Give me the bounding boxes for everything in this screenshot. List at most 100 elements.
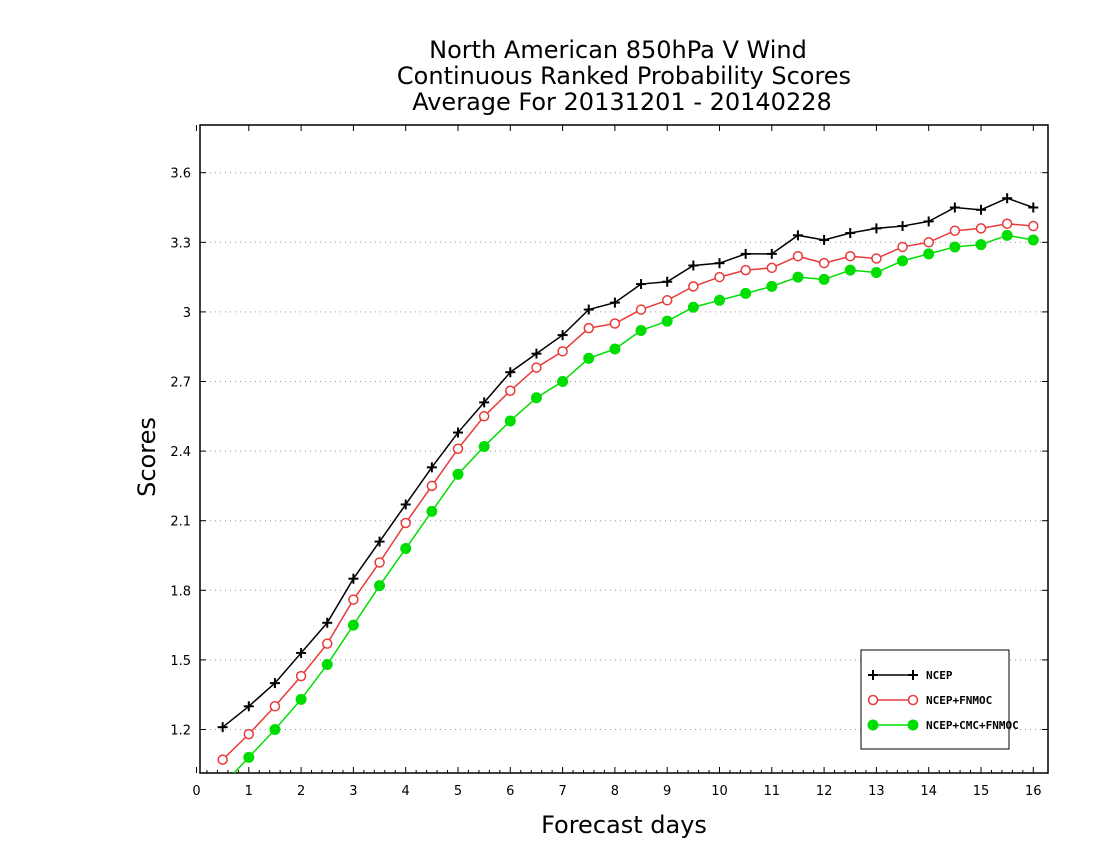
- data-point: [740, 287, 752, 299]
- data-point: [949, 225, 961, 236]
- y-tick-label: 3.6: [170, 167, 191, 182]
- x-tick-label: 3: [349, 784, 357, 799]
- y-axis-label: Scores: [133, 417, 161, 497]
- data-point: [1027, 234, 1039, 246]
- legend-item: NCEP+FNMOC: [867, 694, 992, 707]
- data-point: [1001, 229, 1013, 241]
- data-point: [949, 241, 961, 253]
- data-point: [844, 264, 856, 276]
- data-point: [661, 295, 673, 306]
- data-point: [504, 415, 516, 427]
- data-point: [374, 557, 385, 568]
- title-line-1: North American 850hPa V Wind: [429, 36, 807, 64]
- data-point: [295, 693, 307, 705]
- data-point: [478, 411, 490, 422]
- data-point: [609, 343, 621, 355]
- x-axis: 0 1 2 3 4 5 6 7 8 9 10 11 12 13 14 15 16: [192, 125, 1042, 799]
- x-tick-label: 5: [454, 784, 462, 799]
- x-tick-label: 12: [816, 784, 833, 799]
- data-point: [740, 264, 751, 276]
- data-point: [870, 266, 882, 278]
- data-point: [818, 273, 830, 285]
- series-ncep-cmc-fnmoc: [218, 229, 1039, 790]
- data-point: [531, 362, 542, 373]
- data-point: [452, 443, 464, 455]
- x-tick-label: 8: [611, 784, 619, 799]
- data-point: [818, 257, 830, 269]
- data-point: [688, 281, 699, 292]
- title-line-2: Continuous Ranked Probability Scores: [397, 62, 851, 90]
- y-tick-label: 1.2: [170, 724, 191, 739]
- x-tick-label: 9: [663, 784, 671, 799]
- data-point: [557, 346, 568, 357]
- legend-marker: [907, 719, 919, 731]
- legend-label: NCEP: [926, 669, 953, 682]
- data-point: [426, 505, 438, 517]
- data-point: [714, 271, 725, 283]
- data-point: [218, 780, 228, 790]
- data-point: [635, 324, 647, 336]
- series-ncep-fnmoc: [217, 218, 1039, 765]
- data-point: [583, 352, 595, 364]
- data-point: [322, 638, 333, 649]
- data-point: [766, 280, 778, 292]
- data-point: [295, 670, 307, 682]
- data-point: [478, 440, 490, 452]
- x-tick-label: 11: [764, 784, 781, 799]
- data-point: [452, 468, 464, 480]
- data-point: [792, 271, 804, 283]
- legend-marker: [867, 694, 879, 706]
- data-point: [871, 253, 882, 264]
- data-point: [766, 262, 778, 274]
- data-point: [400, 517, 411, 529]
- data-point: [348, 594, 359, 605]
- y-tick-label: 2.7: [170, 376, 191, 391]
- x-tick-label: 15: [973, 784, 990, 799]
- data-point: [845, 250, 856, 262]
- legend-item: NCEP: [868, 669, 953, 682]
- legend: NCEP NCEP+FNMOC NCEP+CMC+FNMOC: [860, 649, 1019, 750]
- y-tick-label: 3: [183, 306, 191, 321]
- legend-item: NCEP+CMC+FNMOC: [867, 719, 1019, 732]
- data-point: [400, 543, 412, 555]
- x-tick-label: 0: [192, 784, 200, 799]
- y-tick-label: 2.4: [170, 445, 191, 460]
- data-point: [557, 376, 569, 387]
- x-tick-label: 2: [297, 784, 305, 799]
- data-point: [243, 751, 255, 763]
- data-point: [217, 754, 228, 765]
- y-tick-label: 1.5: [170, 654, 191, 669]
- data-point: [269, 724, 281, 735]
- data-point: [897, 255, 909, 267]
- legend-items: NCEP NCEP+FNMOC NCEP+CMC+FNMOC: [867, 669, 1019, 732]
- y-axis: 1.2 1.5 1.8 2.1 2.4 2.7 3 3.3 3.6: [170, 167, 1048, 739]
- data-point: [661, 315, 673, 327]
- x-tick-label: 14: [920, 784, 937, 799]
- data-point: [975, 239, 987, 251]
- data-point: [583, 322, 594, 334]
- data-point: [1001, 218, 1013, 229]
- series-layer: [217, 193, 1039, 790]
- y-tick-label: 3.3: [170, 236, 191, 251]
- data-point: [687, 301, 699, 313]
- data-point: [923, 248, 935, 260]
- legend-marker: [867, 719, 879, 731]
- data-point: [269, 701, 281, 712]
- data-point: [635, 304, 647, 315]
- legend-label: NCEP+CMC+FNMOC: [926, 719, 1019, 732]
- data-point: [714, 294, 725, 306]
- data-point: [923, 237, 934, 248]
- data-point: [374, 580, 386, 592]
- x-tick-label: 7: [558, 784, 566, 799]
- data-point: [792, 250, 804, 262]
- x-tick-label: 10: [711, 784, 728, 799]
- data-point: [505, 385, 516, 397]
- x-tick-label: 1: [245, 784, 253, 799]
- x-tick-label: 13: [868, 784, 885, 799]
- data-point: [1028, 220, 1039, 232]
- series-ncep: [217, 193, 1039, 733]
- x-tick-label: 16: [1025, 784, 1042, 799]
- data-point: [243, 728, 255, 740]
- data-point: [347, 619, 359, 631]
